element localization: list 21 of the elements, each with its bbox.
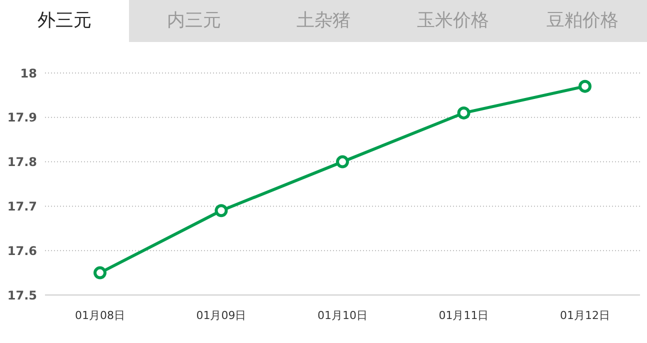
x-tick-label: 01月12日 [560,308,610,322]
text: 玉米价格 [388,0,518,42]
point [457,106,470,120]
point [578,80,592,93]
x-tick-label: 01月09日 [196,308,246,322]
text: 豆粕价格 [518,0,647,42]
point [214,204,228,218]
chart-title: 外三元 [0,0,130,42]
x-tick-label: 01月10日 [318,308,368,322]
y-tick-label: 17.8 [7,155,37,170]
y-tick-label: 17.5 [7,288,37,302]
text: 土杂猪 [258,0,388,42]
y-tick-label: 18 [20,66,37,80]
y-tick-label: 17.9 [7,110,37,125]
y-tick-label: 17.7 [7,199,37,214]
x-tick-label: 01月11日 [438,308,489,322]
text: 内三元 [129,0,259,42]
y-tick-label: 17.6 [7,244,37,258]
point [94,266,106,280]
x-tick-label: 01月08日 [75,308,125,322]
point [336,155,349,168]
